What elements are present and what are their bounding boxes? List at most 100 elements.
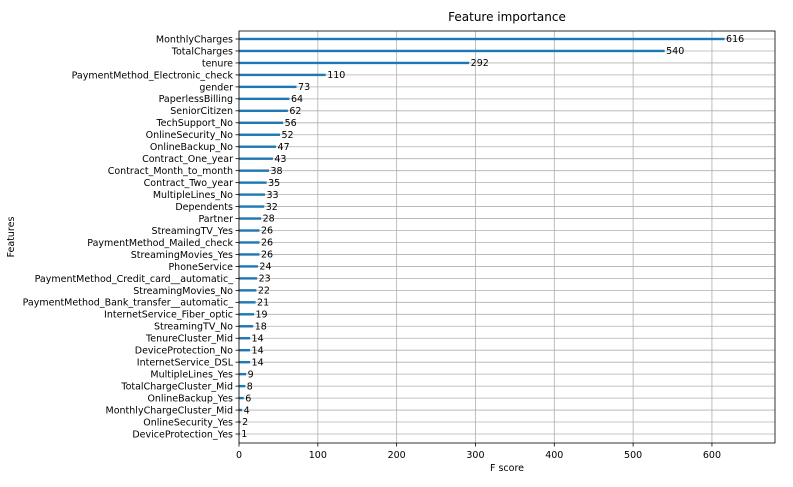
data-label: 38 bbox=[270, 166, 282, 177]
bar bbox=[239, 396, 244, 400]
bar bbox=[239, 325, 254, 328]
bar bbox=[239, 289, 257, 292]
bar bbox=[239, 73, 326, 77]
bar bbox=[239, 181, 267, 184]
data-label: 4 bbox=[244, 405, 250, 416]
data-label: 32 bbox=[266, 202, 278, 213]
x-tick-label: 400 bbox=[545, 450, 563, 461]
bar bbox=[239, 265, 258, 268]
bar bbox=[239, 313, 254, 316]
y-tick-label: TenureCluster_Mid bbox=[145, 334, 233, 345]
bar bbox=[239, 205, 265, 208]
y-tick-label: PaymentMethod_Bank_transfer__automatic_ bbox=[23, 298, 234, 309]
y-tick-label: InternetService_Fiber_optic bbox=[104, 310, 233, 321]
y-tick-label: OnlineSecurity_No bbox=[146, 130, 234, 141]
bar bbox=[239, 372, 247, 376]
y-tick-label: PaymentMethod_Mailed_check bbox=[87, 238, 233, 249]
data-label: 110 bbox=[327, 70, 345, 81]
bar bbox=[239, 145, 277, 148]
bar bbox=[239, 241, 260, 244]
bar bbox=[239, 408, 243, 412]
plot-frame bbox=[238, 30, 776, 444]
data-label: 22 bbox=[258, 286, 270, 297]
y-tick-label: OnlineBackup_Yes bbox=[147, 393, 233, 404]
data-label: 43 bbox=[274, 154, 286, 165]
y-axis-label: Features bbox=[6, 217, 17, 258]
bar bbox=[239, 420, 241, 424]
x-tick-label: 300 bbox=[466, 450, 484, 461]
data-label: 47 bbox=[278, 142, 290, 153]
data-label: 62 bbox=[289, 106, 301, 117]
y-tick-label: StreamingTV_No bbox=[154, 322, 233, 333]
data-label: 6 bbox=[245, 393, 251, 404]
y-tick-label: PhoneService bbox=[168, 262, 233, 273]
y-tick-label: StreamingMovies_No bbox=[133, 286, 233, 297]
y-tick-label: Contract_One_year bbox=[142, 154, 233, 165]
y-tick-label: gender bbox=[199, 82, 233, 93]
y-tick-label: OnlineBackup_No bbox=[150, 142, 233, 153]
data-label: 1 bbox=[241, 429, 247, 440]
bar bbox=[239, 360, 251, 364]
x-tick-label: 500 bbox=[624, 450, 642, 461]
data-label: 616 bbox=[726, 34, 744, 45]
data-label: 8 bbox=[247, 381, 253, 392]
bar bbox=[239, 301, 256, 304]
bar bbox=[239, 229, 260, 232]
y-tick-label: Dependents bbox=[175, 202, 233, 213]
data-label: 19 bbox=[255, 310, 267, 321]
y-tick-label: TechSupport_No bbox=[155, 118, 233, 129]
bar bbox=[239, 253, 260, 256]
bar bbox=[239, 49, 665, 53]
data-label: 26 bbox=[261, 238, 273, 249]
data-label: 24 bbox=[259, 262, 271, 273]
y-tick-label: TotalCharges bbox=[171, 46, 233, 57]
data-label: 33 bbox=[267, 190, 279, 201]
bar bbox=[239, 384, 246, 388]
data-label: 28 bbox=[263, 214, 275, 225]
bar bbox=[239, 337, 251, 340]
chart-title: Feature importance bbox=[448, 10, 566, 24]
data-label: 2 bbox=[242, 417, 248, 428]
bar bbox=[239, 157, 273, 160]
data-label: 18 bbox=[255, 321, 267, 332]
y-tick-label: StreamingMovies_Yes bbox=[131, 250, 233, 261]
x-tick-label: 200 bbox=[388, 450, 406, 461]
bar bbox=[239, 193, 266, 196]
data-label: 56 bbox=[285, 118, 297, 129]
data-label: 14 bbox=[252, 345, 264, 356]
y-tick-label: MultipleLines_Yes bbox=[150, 370, 233, 381]
x-tick-label: 100 bbox=[309, 450, 327, 461]
y-tick-label: MonthlyCharges bbox=[156, 34, 233, 45]
data-label: 64 bbox=[291, 94, 303, 105]
data-label: 73 bbox=[298, 82, 310, 93]
bar bbox=[239, 277, 258, 280]
y-tick-label: MultipleLines_No bbox=[153, 190, 233, 201]
bar bbox=[239, 217, 262, 220]
data-label: 21 bbox=[257, 298, 269, 309]
gridlines bbox=[238, 31, 775, 443]
x-tick-label: 600 bbox=[703, 450, 721, 461]
data-label: 35 bbox=[268, 178, 280, 189]
y-tick-label: InternetService_DSL bbox=[137, 358, 234, 369]
bar bbox=[239, 169, 269, 172]
y-tick-label: SeniorCitizen bbox=[170, 106, 233, 117]
x-axis-label: F score bbox=[490, 463, 524, 474]
y-tick-label: tenure bbox=[202, 58, 233, 69]
data-label: 52 bbox=[281, 130, 293, 141]
y-tick-label: PaperlessBilling bbox=[159, 94, 233, 105]
y-tick-label: OnlineSecurity_Yes bbox=[143, 417, 233, 428]
bar bbox=[239, 61, 470, 65]
data-label: 26 bbox=[261, 250, 273, 261]
data-label: 292 bbox=[471, 58, 489, 69]
bar bbox=[239, 97, 290, 101]
data-label: 9 bbox=[248, 369, 254, 380]
y-tick-label: Partner bbox=[198, 214, 233, 225]
data-label: 14 bbox=[252, 333, 264, 344]
y-tick-label: MonthlyChargeCluster_Mid bbox=[106, 405, 233, 416]
data-labels: 6165402921107364625652474338353332282626… bbox=[241, 34, 744, 440]
x-tick-labels: 0 100 200 300 400 500 600 bbox=[236, 443, 721, 461]
data-label: 23 bbox=[259, 274, 271, 285]
bar bbox=[239, 37, 725, 41]
